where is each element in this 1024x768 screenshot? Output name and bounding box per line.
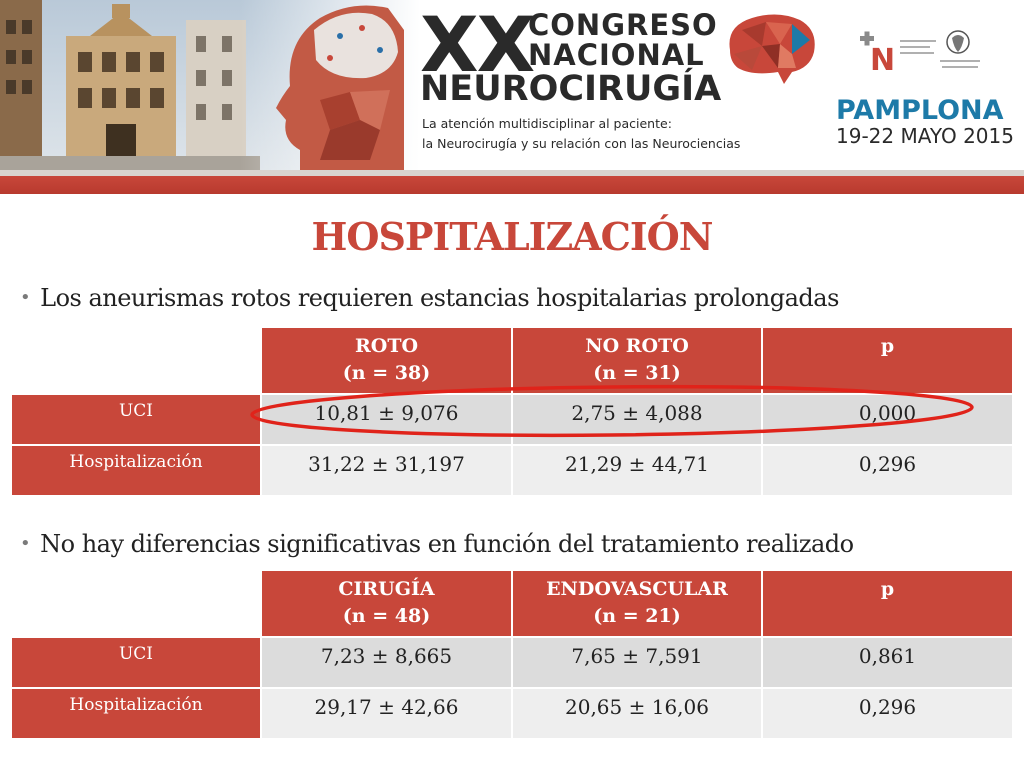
table-row-uci: UCI 10,81 ± 9,076 2,75 ± 4,088 0,000: [10, 393, 1014, 446]
table-cell: 21,29 ± 44,71: [511, 444, 763, 497]
bullet-text: No hay diferencias significativas en fun…: [40, 530, 854, 558]
bullet-dot-icon: •: [20, 533, 31, 554]
header-no-roto: NO ROTO (n = 31): [511, 326, 763, 395]
tagline-line-1: La atención multidisciplinar al paciente…: [422, 116, 672, 131]
row-label: Hospitalización: [10, 687, 262, 740]
logo-word-neurocirugia: NEUROCIRUGÍA: [420, 69, 722, 109]
table-treatment-type: CIRUGÍA (n = 48) ENDOVASCULAR (n = 21) p…: [10, 569, 1014, 740]
header-p-value: p: [761, 569, 1014, 638]
table-rupture-status: ROTO (n = 38) NO ROTO (n = 31) p UCI 10,…: [10, 326, 1014, 497]
header-cirugia: CIRUGÍA (n = 48): [260, 569, 513, 638]
logo-word-congreso: CONGRESO: [528, 8, 718, 42]
bullet-ruptured-aneurysms: • Los aneurismas rotos requieren estancia…: [20, 284, 839, 312]
header-line-1: ROTO: [354, 335, 419, 357]
header-line-2: (n = 48): [342, 605, 431, 627]
header-corner-cell: [10, 326, 262, 395]
table-cell: 0,296: [761, 687, 1014, 740]
row-label: UCI: [10, 636, 262, 689]
banner-red-divider: [0, 176, 1024, 194]
tagline-line-2: la Neurocirugía y su relación con las Ne…: [422, 136, 741, 151]
table-cell: 20,65 ± 16,06: [511, 687, 763, 740]
table-row-hospitalizacion: Hospitalización 29,17 ± 42,66 20,65 ± 16…: [10, 687, 1014, 740]
banner-divider-shadow: [0, 170, 1024, 176]
header-endovascular: ENDOVASCULAR (n = 21): [511, 569, 763, 638]
table-cell: 0,000: [761, 393, 1014, 446]
row-label: Hospitalización: [10, 444, 262, 497]
bullet-dot-icon: •: [20, 287, 31, 308]
header-line-1: NO ROTO: [585, 335, 689, 357]
conference-tagline: La atención multidisciplinar al paciente…: [422, 114, 740, 154]
header-line-1: p: [880, 335, 895, 357]
header-corner-cell: [10, 569, 262, 638]
header-line-1: ENDOVASCULAR: [546, 578, 728, 600]
header-p-value: p: [761, 326, 1014, 395]
bullet-text: Los aneurismas rotos requieren estancias…: [40, 284, 839, 312]
svg-text:N: N: [870, 43, 895, 76]
conference-city: PAMPLONA: [836, 95, 1004, 126]
conference-dates: 19-22 MAYO 2015: [836, 124, 1014, 148]
table-cell: 29,17 ± 42,66: [260, 687, 513, 740]
slide-title: HOSPITALIZACIÓN: [311, 214, 713, 259]
partner-institution-logos: N: [860, 30, 980, 76]
row-label: UCI: [10, 393, 262, 446]
bullet-no-significant-difference: • No hay diferencias significativas en fu…: [20, 530, 854, 558]
table-cell: 10,81 ± 9,076: [260, 393, 513, 446]
header-line-1: p: [880, 578, 895, 600]
table-cell: 0,861: [761, 636, 1014, 689]
conference-banner: XX CONGRESO NACIONAL NEUROCIRUGÍA La ate…: [0, 0, 1024, 176]
logo-word-nacional: NACIONAL: [528, 38, 705, 72]
header-line-2: (n = 21): [593, 605, 681, 627]
header-roto: ROTO (n = 38): [260, 326, 513, 395]
header-line-2: (n = 38): [342, 362, 431, 384]
table-cell: 0,296: [761, 444, 1014, 497]
table-row-uci: UCI 7,23 ± 8,665 7,65 ± 7,591 0,861: [10, 636, 1014, 689]
table-header-row: CIRUGÍA (n = 48) ENDOVASCULAR (n = 21) p: [10, 569, 1014, 638]
header-line-2: (n = 31): [593, 362, 681, 384]
table-cell: 31,22 ± 31,197: [260, 444, 513, 497]
table-cell: 7,23 ± 8,665: [260, 636, 513, 689]
table-cell: 2,75 ± 4,088: [511, 393, 763, 446]
polygon-brain-icon: [729, 14, 815, 85]
table-row-hospitalizacion: Hospitalización 31,22 ± 31,197 21,29 ± 4…: [10, 444, 1014, 497]
banner-photo-city-and-head: [0, 0, 420, 176]
header-line-1: CIRUGÍA: [338, 578, 435, 600]
table-cell: 7,65 ± 7,591: [511, 636, 763, 689]
logo-xx-numeral: XX: [420, 0, 535, 89]
table-header-row: ROTO (n = 38) NO ROTO (n = 31) p: [10, 326, 1014, 395]
